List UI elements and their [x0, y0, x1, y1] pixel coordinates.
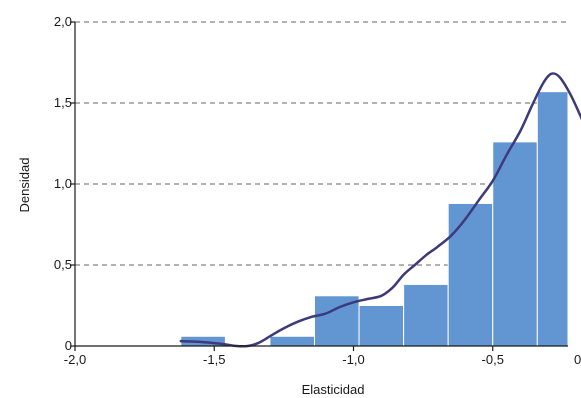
y-tick-label: 2,0	[54, 14, 72, 29]
y-axis-title: Densidad	[17, 158, 32, 213]
y-tick-label: 0,5	[54, 257, 72, 272]
x-tick-label: -1,0	[342, 352, 364, 367]
x-axis-title: Elasticidad	[302, 382, 365, 397]
histogram-bar	[269, 335, 316, 347]
x-tick-label: -1,5	[203, 352, 225, 367]
y-tick-label: 0	[65, 338, 72, 353]
histogram-bar	[314, 295, 360, 347]
x-tick-label: 0	[574, 352, 581, 367]
x-tick-label: -0,5	[482, 352, 504, 367]
y-axis-ticks: 0 0,5 1,0 1,5 2,0	[54, 14, 75, 353]
density-curve	[179, 72, 581, 348]
y-tick-label: 1,0	[54, 176, 72, 191]
x-axis-ticks: -2,0 -1,5 -1,0 -0,5 0	[64, 346, 581, 367]
y-tick-label: 1,5	[54, 95, 72, 110]
gridlines	[75, 21, 568, 266]
histogram-bar	[358, 305, 405, 347]
histogram-bar	[536, 91, 569, 347]
histogram-bars	[180, 91, 569, 347]
x-tick-label: -2,0	[64, 352, 86, 367]
histogram-bar	[447, 202, 494, 347]
histogram-bar	[492, 141, 538, 347]
histogram-bar	[403, 283, 449, 347]
